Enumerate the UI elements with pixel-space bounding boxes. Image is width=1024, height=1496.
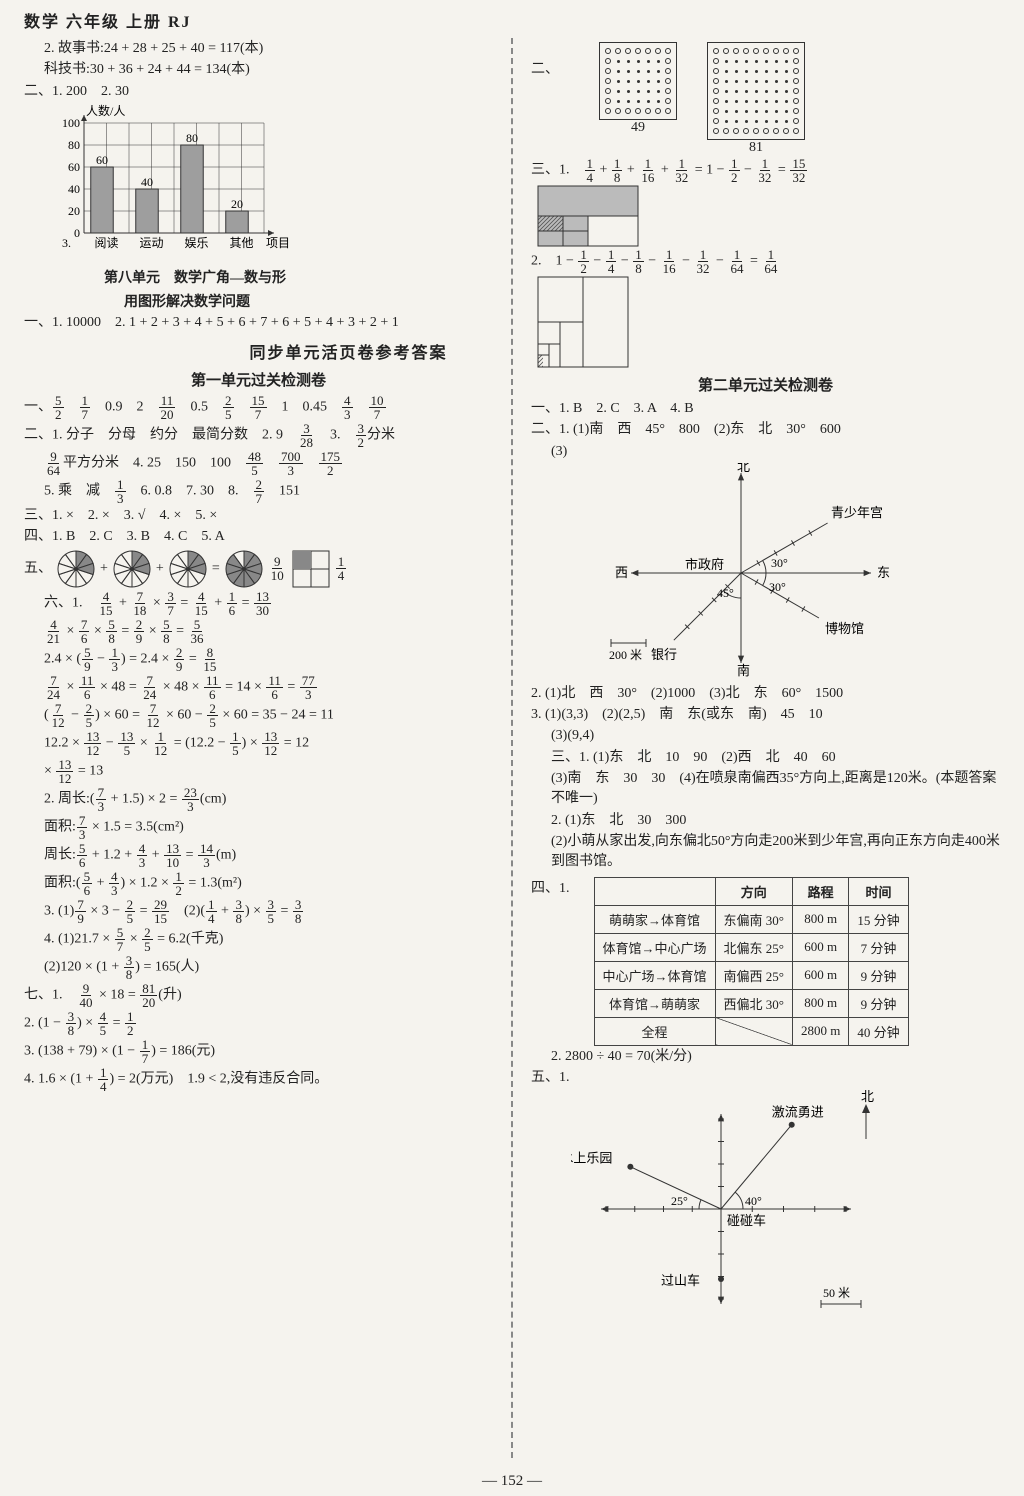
left-column: 2. 故事书:24 + 28 + 25 + 40 = 117(本) 科技书:30… [24, 38, 493, 1458]
text-line: 二、1. (1)南 西 45° 800 (2)东 北 30° 600 [531, 420, 1000, 440]
svg-text:博物馆: 博物馆 [825, 621, 864, 636]
unit8-sub: 用图形解决数学问题 [124, 291, 493, 311]
unit1-body: 一、52 17 0.9 2 1120 0.5 25 157 1 0.45 43 … [24, 394, 493, 1093]
svg-text:银行: 银行 [651, 647, 677, 662]
svg-text:青少年宫: 青少年宫 [831, 505, 883, 520]
dotgrid-81: 81 [707, 42, 805, 156]
unit1-title: 第一单元过关检测卷 [24, 369, 493, 390]
five-label: 五、1. [531, 1068, 1000, 1088]
svg-text:东: 东 [877, 565, 890, 580]
svg-text:市政府: 市政府 [685, 557, 724, 572]
table-wrap: 四、1. 方向路程时间萌萌家→体育馆东偏南 30°800 m15 分钟体育馆→中… [531, 877, 1000, 1046]
page-number: — 152 — [0, 1473, 1024, 1490]
dotgrid-49: 49 [599, 42, 677, 156]
text-line: 2. 2800 ÷ 40 = 70(米/分) [551, 1047, 1000, 1067]
compass-diagram: 30° 30° 45° 北南 东 西 市政府 青少年宫博物馆银行 200 米 [591, 463, 891, 683]
svg-text:3.: 3. [62, 236, 71, 250]
svg-text:其他: 其他 [229, 236, 253, 250]
svg-text:40: 40 [141, 175, 153, 189]
two-label: 二、 [531, 58, 559, 78]
svg-text:过山车: 过山车 [661, 1273, 700, 1288]
svg-text:100: 100 [62, 116, 80, 130]
svg-text:80: 80 [68, 138, 80, 152]
svg-text:30°: 30° [771, 556, 788, 570]
svg-text:200 米: 200 米 [609, 648, 642, 662]
two-columns: 2. 故事书:24 + 28 + 25 + 40 = 117(本) 科技书:30… [24, 38, 1000, 1458]
text-line: 科技书:30 + 36 + 24 + 44 = 134(本) [44, 60, 493, 80]
svg-text:80: 80 [186, 131, 198, 145]
svg-text:60: 60 [68, 160, 80, 174]
text-line: 二、1. 200 2. 30 [24, 82, 493, 102]
svg-text:25°: 25° [671, 1194, 688, 1208]
text-line: 2. 故事书:24 + 28 + 25 + 40 = 117(本) [44, 39, 493, 59]
svg-text:北: 北 [861, 1089, 874, 1104]
unit8-title: 第八单元 数学广角—数与形 [104, 267, 493, 287]
dot-grids: 二、 49 81 [531, 38, 1000, 156]
ride-diagram: 40° 25° 水上乐园 激流勇进碰碰车过山车 北 50 米 [571, 1089, 901, 1329]
square-diagram-1 [537, 185, 639, 247]
right-column: 二、 49 81 三、1. 14 + 18 + 116 + 132 = 1 − … [531, 38, 1000, 1458]
unit2-title: 第二单元过关检测卷 [531, 374, 1000, 395]
svg-text:50 米: 50 米 [823, 1286, 850, 1300]
svg-text:西: 西 [615, 565, 628, 580]
svg-text:运动: 运动 [139, 236, 163, 250]
svg-text:北: 北 [737, 463, 750, 474]
svg-text:水上乐园: 水上乐园 [571, 1151, 612, 1166]
svg-text:40°: 40° [745, 1194, 762, 1208]
eq-line: 2. 1 − 12 − 14 − 18 − 116 − 132 − 164 = … [531, 248, 1000, 275]
svg-text:20: 20 [231, 197, 243, 211]
grid-label: 49 [631, 120, 645, 136]
eq-line: 三、1. 14 + 18 + 116 + 132 = 1 − 12 − 132 … [531, 157, 1000, 184]
svg-text:60: 60 [96, 153, 108, 167]
page-header: 数学 六年级 上册 RJ [24, 8, 1000, 32]
u2-after-compass: 2. (1)北 西 30° (2)1000 (3)北 东 60° 15003. … [531, 684, 1000, 873]
text-line: 一、1. B 2. C 3. A 4. B [531, 399, 1000, 419]
four-label: 四、1. [531, 877, 570, 897]
svg-text:20: 20 [68, 204, 80, 218]
big-title: 同步单元活页卷参考答案 [204, 339, 493, 363]
text-line: (3) [551, 442, 1000, 462]
svg-text:0: 0 [74, 226, 80, 240]
svg-text:娱乐: 娱乐 [184, 236, 208, 250]
svg-text:南: 南 [737, 663, 750, 678]
svg-text:阅读: 阅读 [94, 236, 118, 250]
square-diagram-2 [537, 276, 629, 368]
svg-text:30°: 30° [769, 580, 786, 594]
svg-text:激流勇进: 激流勇进 [772, 1105, 824, 1120]
text-line: 一、1. 10000 2. 1 + 2 + 3 + 4 + 5 + 6 + 7 … [24, 313, 493, 333]
svg-text:碰碰车: 碰碰车 [727, 1213, 766, 1228]
bar-chart-wrap: 人数/人 0 20 40 60 80 100 60 阅读 40 运动 80 娱乐 20 其他项目 3. [44, 103, 493, 263]
svg-text:人数/人: 人数/人 [86, 103, 125, 118]
svg-text:项目: 项目 [266, 236, 290, 250]
route-table: 方向路程时间萌萌家→体育馆东偏南 30°800 m15 分钟体育馆→中心广场北偏… [594, 877, 909, 1046]
bar-chart: 人数/人 0 20 40 60 80 100 60 阅读 40 运动 80 娱乐 20 其他项目 3. [44, 103, 304, 263]
grid-label: 81 [749, 140, 763, 156]
svg-text:45°: 45° [717, 586, 734, 600]
svg-text:40: 40 [68, 182, 80, 196]
column-divider [511, 38, 513, 1458]
